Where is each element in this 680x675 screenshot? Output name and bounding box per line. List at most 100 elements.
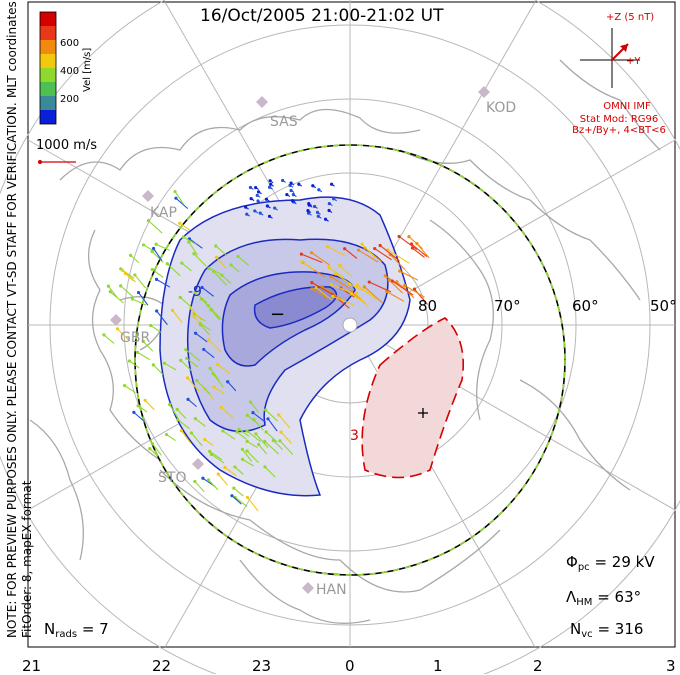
vector-line — [292, 200, 296, 204]
vector-line — [253, 419, 264, 431]
vector-line — [204, 439, 214, 446]
vector-line — [242, 458, 254, 467]
positive-cell — [361, 317, 465, 479]
vector-line — [144, 399, 155, 411]
vector-line — [246, 450, 259, 463]
vector-line — [266, 198, 270, 202]
vector-line — [199, 323, 211, 331]
vector-line — [174, 191, 184, 205]
mlt-label-21: 21 — [22, 657, 42, 675]
vector-line — [211, 309, 221, 319]
vector-line — [328, 210, 333, 213]
vector-line — [201, 287, 214, 297]
vector-line — [185, 349, 201, 362]
vector-line — [194, 418, 206, 427]
vector-line — [193, 316, 204, 328]
vector-line — [250, 401, 260, 413]
map-title: 16/Oct/2005 21:00-21:02 UT — [200, 6, 444, 26]
hm-boundary-latitude: ΛHM = 63° — [566, 588, 642, 608]
vector-line — [117, 328, 129, 341]
vector-line — [138, 292, 149, 306]
vector-scale-label: 1000 m/s — [36, 138, 98, 153]
mlt-label-22: 22 — [152, 657, 172, 675]
vector-line — [311, 288, 328, 299]
vector-line — [193, 253, 207, 267]
vector-line — [398, 236, 418, 251]
vector-line — [153, 248, 163, 262]
vector-line — [301, 261, 315, 271]
vector-line — [203, 348, 215, 359]
vector-line — [236, 431, 247, 440]
vector-line — [267, 205, 271, 209]
vector-line — [230, 264, 240, 273]
latitude-label-50: 50° — [650, 297, 677, 315]
mlt-label-1: 1 — [433, 657, 443, 675]
vector-line — [374, 248, 392, 261]
vector-line — [247, 497, 259, 512]
vector-line — [215, 245, 228, 256]
vector-line — [245, 206, 249, 210]
vector-line — [329, 203, 333, 207]
vector-line — [325, 218, 329, 222]
vector-count: Nvc = 316 — [570, 620, 644, 640]
vector-line — [190, 307, 202, 321]
vector-line — [217, 364, 231, 374]
imf-y-label: +Y — [626, 56, 641, 67]
vector-line — [134, 274, 146, 289]
vector-line — [258, 191, 262, 195]
colorbar-tick-600: 600 — [60, 38, 80, 49]
vector-line — [149, 448, 159, 457]
vector-line — [280, 431, 292, 444]
coordinate-system-label: MLT coordinates — [5, 1, 19, 98]
negative-cell-core — [253, 286, 338, 329]
vector-line — [314, 205, 318, 209]
vector-line — [246, 440, 258, 449]
vector-line — [339, 264, 353, 278]
vector-line — [177, 419, 190, 430]
mlt-label-2: 2 — [533, 657, 543, 675]
station-label-han: HAN — [316, 582, 347, 598]
station-label-sto: STO — [158, 470, 187, 486]
vector-line — [169, 404, 179, 419]
vector-line — [234, 497, 248, 508]
vector-line — [269, 180, 274, 184]
stat-model-line2: Bz+/By+, 4<BT<6 — [572, 125, 666, 136]
vector-line — [361, 243, 376, 258]
vector-line — [259, 212, 264, 216]
vector-line — [264, 466, 276, 478]
vector-line — [317, 215, 322, 219]
vector-line — [194, 481, 205, 493]
vector-line — [404, 285, 425, 298]
colorbar-label: Vel [m/s] — [82, 47, 93, 92]
latitude-label-80: 80 — [418, 297, 438, 315]
vector-line — [179, 296, 192, 308]
vector-line — [166, 434, 176, 442]
latitude-label-70: 70° — [494, 297, 521, 315]
vector-line — [241, 449, 253, 462]
vector-line — [217, 473, 228, 486]
vector-line — [358, 249, 379, 263]
vector-line — [181, 262, 192, 272]
vector-line — [231, 495, 242, 505]
vector-line — [290, 190, 295, 193]
vector-line — [175, 197, 189, 210]
vector-line — [224, 466, 237, 477]
vector-line — [272, 440, 284, 451]
vector-line — [152, 443, 162, 456]
vector-line — [142, 341, 154, 352]
vector-line — [387, 249, 410, 264]
mlt-label-23: 23 — [252, 657, 272, 675]
contour-label-positive: 3 — [350, 428, 359, 444]
vector-line — [191, 432, 203, 447]
vector-line — [399, 270, 419, 281]
vector-line — [164, 362, 177, 371]
radar-count: Nrads = 7 — [44, 620, 109, 640]
vector-line — [180, 430, 192, 444]
vector-line — [311, 282, 333, 295]
cross-polar-potential: Φpc = 29 kV — [566, 553, 655, 573]
vector-line — [315, 287, 333, 301]
vector-line — [335, 273, 356, 288]
vector-line — [237, 255, 249, 266]
vector-line — [278, 414, 291, 429]
